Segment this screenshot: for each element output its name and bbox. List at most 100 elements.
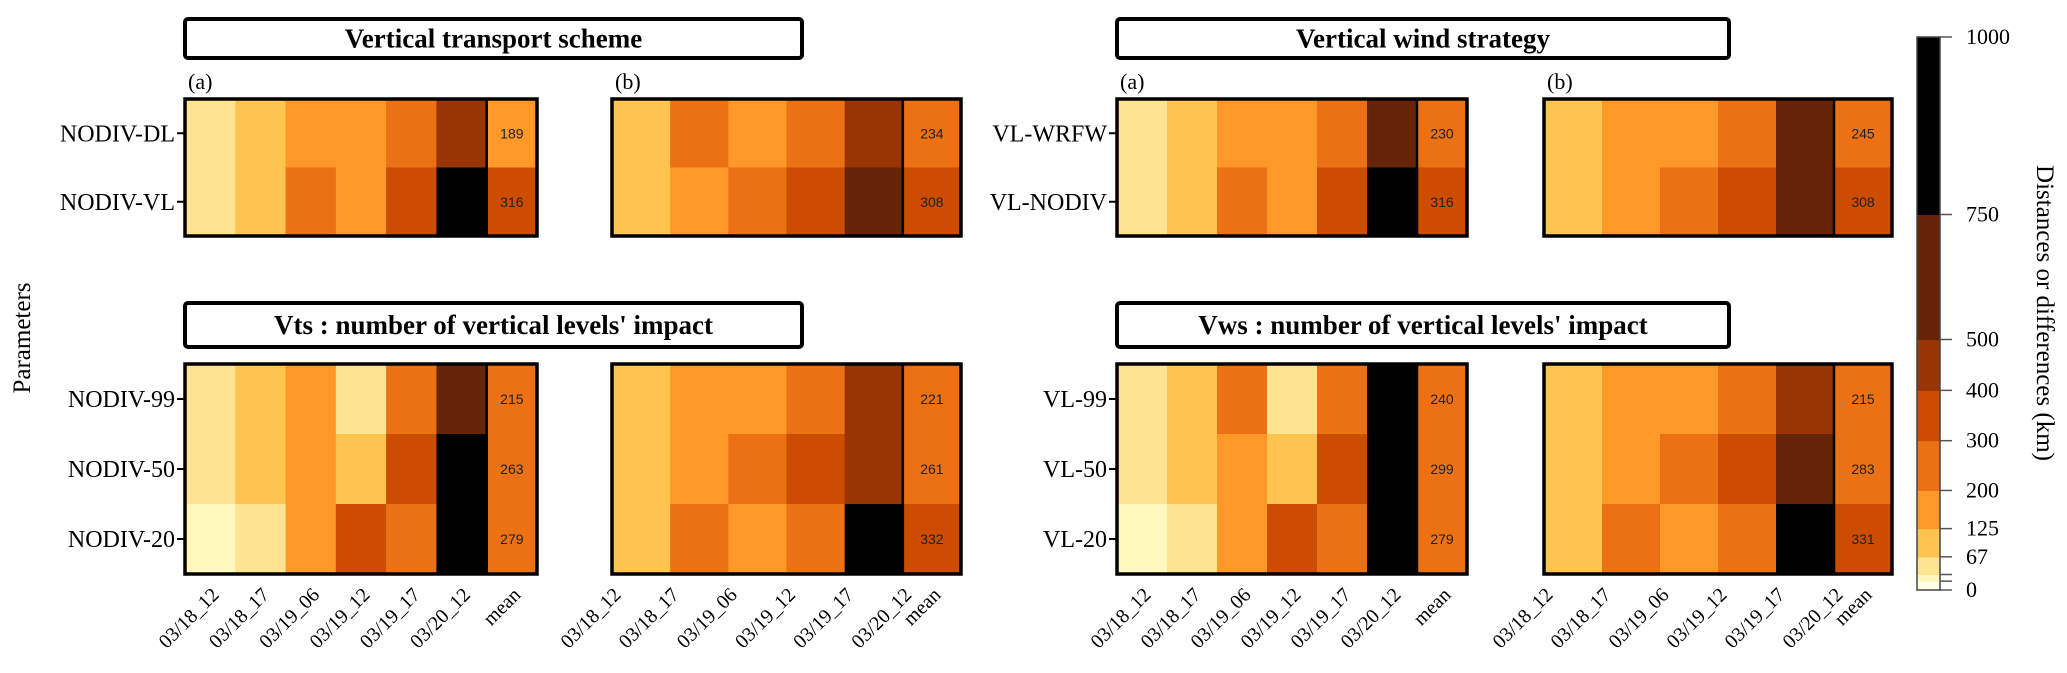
- heatmap-cell: [235, 434, 287, 505]
- colorbar-tick-label: 500: [1966, 326, 1999, 351]
- mean-value-label: 279: [1430, 531, 1454, 547]
- panel-title-box: [1115, 301, 1731, 349]
- subpanel-label: (a): [188, 69, 212, 94]
- heatmap-cell: [436, 167, 488, 237]
- heatmap-cell: [1117, 99, 1168, 168]
- heatmap-cell: [235, 99, 287, 168]
- heatmap-cell: [335, 434, 387, 505]
- mean-cell: [1834, 364, 1892, 435]
- colorbar-band: [1917, 390, 1940, 442]
- subpanel-a: 240299279VL-99VL-50VL-2003/18_1203/18_17…: [1043, 362, 1469, 653]
- heatmap-cell: [1217, 167, 1268, 237]
- heatmap-cell: [670, 99, 729, 168]
- panel-title-box: [1115, 17, 1731, 60]
- heatmap-cell: [1776, 167, 1835, 237]
- heatmap-cell: [1117, 364, 1168, 435]
- heatmap-cell: [285, 167, 337, 237]
- heatmap-cell: [612, 364, 671, 435]
- subpanel-label: (b): [1547, 69, 1573, 94]
- panel: Vertical wind strategy (a) 230 316 VL-WRFW VL…: [990, 17, 1894, 238]
- mean-cell: [1834, 434, 1892, 505]
- subpanel-label: (b): [615, 69, 641, 94]
- heatmap-cell: [1776, 99, 1835, 168]
- heatmap-cell: [1317, 434, 1368, 505]
- heatmap-cell: [728, 434, 787, 505]
- x-tick-label: 03/19_12: [731, 584, 800, 653]
- heatmap-cell: [1718, 504, 1777, 575]
- mean-value-label: 316: [1430, 194, 1454, 210]
- heatmap-cell: [1317, 167, 1368, 237]
- mean-cell: [902, 167, 961, 237]
- mean-value-label: 331: [1851, 531, 1875, 547]
- colorbar-tick-label: 0: [1966, 577, 1977, 602]
- mean-cell: [486, 434, 537, 505]
- mean-cell: [1417, 167, 1467, 237]
- mean-cell: [486, 99, 537, 168]
- heatmap-cell: [1317, 364, 1368, 435]
- heatmap-cell: [1776, 504, 1835, 575]
- heatmap-cell: [612, 434, 671, 505]
- x-tick-label: mean: [479, 584, 525, 630]
- subpanel-a: (a) 230 316 VL-WRFW VL-NODIV: [990, 69, 1469, 238]
- subpanel-b: 21528333103/18_1203/18_1703/19_0603/19_1…: [1488, 362, 1894, 653]
- heatmap-cell: [1544, 99, 1603, 168]
- mean-cell: [902, 99, 961, 168]
- heatmap-cell: [1367, 504, 1418, 575]
- heatmap-cell: [285, 504, 337, 575]
- heatmap-cell: [436, 434, 488, 505]
- heatmap-cell: [670, 364, 729, 435]
- colorbar-band: [1917, 574, 1940, 582]
- mean-value-label: 230: [1430, 125, 1454, 141]
- mean-value-label: 234: [920, 125, 944, 141]
- heatmap-cell: [1167, 167, 1218, 237]
- x-tick-label: 03/19_06: [673, 584, 742, 653]
- heatmap-cell: [1602, 167, 1661, 237]
- mean-cell: [1417, 364, 1467, 435]
- mean-cell: [902, 434, 961, 505]
- heatmap-cell: [786, 364, 846, 435]
- heatmap-cell: [335, 364, 387, 435]
- row-label: VL-99: [1043, 387, 1107, 413]
- x-tick-label: 03/18_17: [615, 584, 684, 653]
- heatmap-cell: [786, 504, 846, 575]
- heatmap-cell: [1718, 434, 1777, 505]
- mean-cell: [1417, 434, 1467, 505]
- subpanel-a: 215263279NODIV-99NODIV-50NODIV-2003/18_1…: [68, 362, 539, 653]
- heatmap-cell: [1217, 434, 1268, 505]
- heatmap-frame: [1542, 97, 1894, 238]
- mean-cell: [486, 364, 537, 435]
- heatmap-cell: [386, 504, 437, 575]
- heatmap-cell: [1267, 504, 1318, 575]
- mean-cell: [486, 167, 537, 237]
- heatmap-cell: [1367, 434, 1418, 505]
- x-tick-label: mean: [1409, 584, 1455, 630]
- heatmap-cell: [1602, 364, 1661, 435]
- heatmap-cell: [1544, 167, 1603, 237]
- heatmap-cell: [1317, 99, 1368, 168]
- colorbar-band: [1917, 37, 1940, 216]
- colorbar-title: Distances or differences (km): [2031, 165, 2058, 461]
- heatmap-cell: [1718, 167, 1777, 237]
- heatmap-frame: [183, 97, 539, 238]
- mean-cell: [1417, 99, 1467, 168]
- mean-value-label: 189: [500, 125, 524, 141]
- x-tick-label: 03/19_12: [1662, 584, 1731, 653]
- heatmap-cell: [844, 167, 904, 237]
- heatmap-cell: [1267, 167, 1318, 237]
- heatmap-cell: [1117, 434, 1168, 505]
- colorbar-tick-label: 67: [1966, 544, 1988, 569]
- colorbar-tick-label: 200: [1966, 477, 1999, 502]
- colorbar: 0 67 125 200 300 400 500 750 1000: [1916, 24, 2010, 602]
- heatmap-frame: [610, 97, 963, 238]
- heatmap-cell: [670, 504, 729, 575]
- heatmap-cell: [844, 504, 904, 575]
- heatmap-cell: [670, 434, 729, 505]
- heatmap-cell: [1367, 167, 1418, 237]
- heatmap-cell: [1367, 99, 1418, 168]
- colorbar-band: [1917, 214, 1940, 340]
- heatmap-cell: [1718, 99, 1777, 168]
- heatmap-cell: [386, 99, 437, 168]
- heatmap-cell: [1267, 99, 1318, 168]
- mean-value-label: 245: [1851, 125, 1875, 141]
- heatmap-cell: [1776, 364, 1835, 435]
